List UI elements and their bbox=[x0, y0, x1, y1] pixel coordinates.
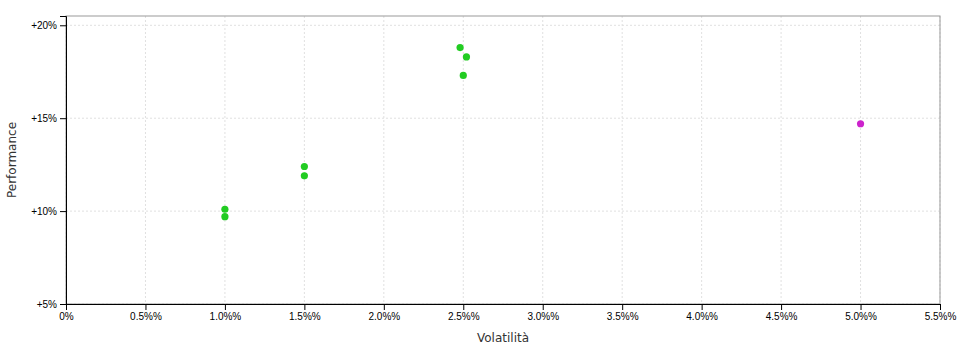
point bbox=[301, 163, 308, 170]
plot-frame bbox=[66, 16, 940, 304]
x-tick-label: 0% bbox=[59, 311, 74, 322]
y-axis-line bbox=[60, 17, 67, 305]
grid-line-x bbox=[304, 16, 305, 304]
x-tick-mark bbox=[861, 304, 862, 310]
chart: 0% 0.5%% 1.0%% 1.5%% 2.0%% 2.5%% 3.0%% 3.5%% 4.0… bbox=[0, 0, 966, 350]
y-tick-label: +15% bbox=[31, 113, 57, 124]
x-tick-label: 4.0%% bbox=[686, 311, 718, 322]
x-tick-mark bbox=[543, 304, 544, 310]
x-tick-label: 4.5%% bbox=[766, 311, 798, 322]
x-tick: 0% bbox=[59, 304, 74, 322]
series bbox=[221, 44, 470, 220]
x-tick-mark bbox=[781, 304, 782, 310]
x-tick: 2.0%% bbox=[368, 304, 400, 322]
x-tick: 0.5%% bbox=[130, 304, 162, 322]
point bbox=[456, 44, 463, 51]
y-tick: +5% bbox=[37, 299, 66, 310]
x-tick-mark bbox=[145, 304, 146, 310]
y-tick-label: +10% bbox=[31, 206, 57, 217]
grid-line-y bbox=[66, 118, 940, 119]
y-tick: +10% bbox=[31, 206, 66, 217]
x-tick-label: 3.0%% bbox=[527, 311, 559, 322]
x-tick-label: 0.5%% bbox=[130, 311, 162, 322]
grid-line-y bbox=[66, 25, 940, 26]
point bbox=[460, 72, 467, 79]
grid-line-x bbox=[622, 16, 623, 304]
x-tick-mark bbox=[384, 304, 385, 310]
series bbox=[857, 120, 864, 127]
x-tick: 1.0%% bbox=[210, 304, 242, 322]
x-axis: 0% 0.5%% 1.0%% 1.5%% 2.0%% 2.5%% 3.0%% 3.5%% 4.0… bbox=[59, 304, 956, 322]
y-tick-mark bbox=[60, 118, 66, 119]
y-axis: +5% +10% +15% +20% bbox=[31, 17, 66, 310]
x-axis-line bbox=[67, 305, 941, 311]
x-tick-label: 1.0%% bbox=[210, 311, 242, 322]
x-tick-mark bbox=[702, 304, 703, 310]
points bbox=[221, 44, 864, 220]
x-tick-label: 2.0%% bbox=[368, 311, 400, 322]
x-tick: 5.0%% bbox=[845, 304, 877, 322]
y-tick-mark bbox=[60, 25, 66, 26]
x-tick: 4.5%% bbox=[766, 304, 798, 322]
x-axis-title: Volatilità bbox=[477, 331, 529, 345]
grid-line-x bbox=[860, 16, 861, 304]
point bbox=[463, 53, 470, 60]
x-tick: 3.0%% bbox=[527, 304, 559, 322]
grid-line-x bbox=[701, 16, 702, 304]
x-tick-mark bbox=[463, 304, 464, 310]
y-tick-mark bbox=[60, 304, 66, 305]
point bbox=[857, 120, 864, 127]
y-tick: +20% bbox=[31, 20, 66, 31]
grid-line-x bbox=[781, 16, 782, 304]
x-tick-label: 1.5%% bbox=[289, 311, 321, 322]
plot: 0% 0.5%% 1.0%% 1.5%% 2.0%% 2.5%% 3.0%% 3.5%% 4.0… bbox=[31, 16, 956, 322]
grid-line-x bbox=[542, 16, 543, 304]
grid-line-y bbox=[66, 211, 940, 212]
grid-line-x bbox=[224, 16, 225, 304]
grid-line-x bbox=[383, 16, 384, 304]
y-axis-title: Performance bbox=[5, 122, 19, 198]
x-tick: 1.5%% bbox=[289, 304, 321, 322]
point bbox=[301, 172, 308, 179]
point bbox=[221, 206, 228, 213]
x-tick-label: 5.5%% bbox=[925, 311, 957, 322]
y-tick-label: +5% bbox=[37, 299, 57, 310]
x-tick: 2.5%% bbox=[448, 304, 480, 322]
x-tick-mark bbox=[225, 304, 226, 310]
y-tick: +15% bbox=[31, 113, 66, 124]
x-tick: 5.5%% bbox=[925, 304, 957, 322]
point bbox=[221, 213, 228, 220]
grid bbox=[66, 16, 940, 304]
x-tick-mark bbox=[940, 304, 941, 310]
x-tick: 4.0%% bbox=[686, 304, 718, 322]
x-tick-label: 3.5%% bbox=[607, 311, 639, 322]
x-tick: 3.5%% bbox=[607, 304, 639, 322]
x-tick-mark bbox=[622, 304, 623, 310]
x-tick-mark bbox=[304, 304, 305, 310]
x-tick-label: 2.5%% bbox=[448, 311, 480, 322]
y-tick-label: +20% bbox=[31, 20, 57, 31]
grid-line-x bbox=[145, 16, 146, 304]
x-tick-label: 5.0%% bbox=[845, 311, 877, 322]
y-tick-mark bbox=[60, 211, 66, 212]
grid-line-x bbox=[463, 16, 464, 304]
